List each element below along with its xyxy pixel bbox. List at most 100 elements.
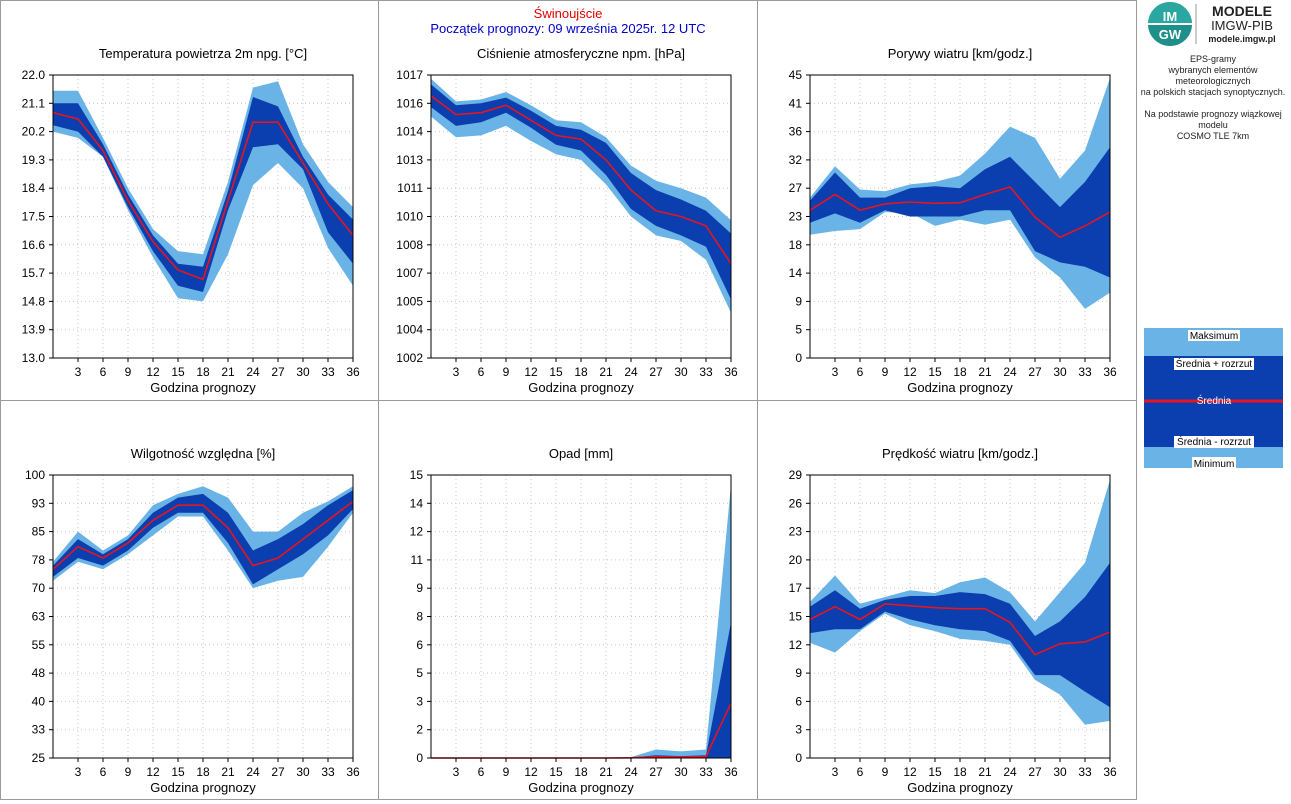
chart-title: Wilgotność względna [%] xyxy=(131,446,276,461)
x-tick-label: 6 xyxy=(857,365,864,379)
y-tick-label: 23 xyxy=(789,210,803,224)
chart-gusts: Porywy wiatru [km/godz.]0591418232732364… xyxy=(789,46,1117,395)
x-tick-label: 21 xyxy=(221,765,235,779)
x-tick-label: 24 xyxy=(624,765,638,779)
logo-line1: MODELE xyxy=(1212,3,1272,19)
x-tick-label: 15 xyxy=(171,365,185,379)
x-tick-label: 36 xyxy=(1103,365,1117,379)
y-tick-label: 78 xyxy=(32,553,46,567)
logo-url[interactable]: modele.imgw.pl xyxy=(1208,34,1275,44)
y-tick-label: 45 xyxy=(789,68,803,82)
y-tick-label: 2 xyxy=(416,723,423,737)
y-tick-label: 14.8 xyxy=(22,294,46,308)
band-spread xyxy=(431,84,731,300)
x-tick-label: 30 xyxy=(296,765,310,779)
y-tick-label: 6 xyxy=(795,694,802,708)
x-tick-label: 36 xyxy=(724,365,738,379)
x-axis-label: Godzina prognozy xyxy=(907,380,1013,395)
x-tick-label: 12 xyxy=(146,765,160,779)
x-tick-label: 9 xyxy=(882,765,889,779)
y-tick-label: 1010 xyxy=(396,210,423,224)
y-tick-label: 32 xyxy=(789,153,803,167)
logo-graphic: IM GW MODELE IMGW-PIB modele.imgw.pl xyxy=(1148,2,1276,46)
x-tick-label: 24 xyxy=(246,765,260,779)
y-tick-label: 1007 xyxy=(396,266,423,280)
legend-max-label: Maksimum xyxy=(1190,331,1238,342)
desc-line2: wybranych elementów meteorologicznych xyxy=(1168,65,1258,86)
y-tick-label: 17.5 xyxy=(22,210,46,224)
chart-title: Ciśnienie atmosferyczne npm. [hPa] xyxy=(477,46,685,61)
x-tick-label: 36 xyxy=(1103,765,1117,779)
x-tick-label: 12 xyxy=(524,765,538,779)
x-tick-label: 24 xyxy=(1003,365,1017,379)
y-tick-label: 1004 xyxy=(396,323,423,337)
x-tick-label: 3 xyxy=(832,365,839,379)
y-tick-label: 0 xyxy=(795,751,802,765)
y-tick-label: 18 xyxy=(789,238,803,252)
legend-min-label: Minimum xyxy=(1194,459,1235,468)
y-tick-label: 15 xyxy=(410,468,424,482)
band-min-max xyxy=(431,484,731,758)
band-spread xyxy=(53,490,353,585)
x-tick-label: 3 xyxy=(453,365,460,379)
y-tick-label: 13.0 xyxy=(22,351,46,365)
y-tick-label: 0 xyxy=(416,751,423,765)
chart-wind: Prędkość wiatru [km/godz.]03691215172023… xyxy=(789,446,1117,795)
y-tick-label: 48 xyxy=(32,666,46,680)
y-tick-label: 1002 xyxy=(396,351,423,365)
x-tick-label: 6 xyxy=(478,365,485,379)
y-tick-label: 11 xyxy=(411,553,424,567)
x-tick-label: 18 xyxy=(953,765,967,779)
chart-title: Porywy wiatru [km/godz.] xyxy=(888,46,1033,61)
x-tick-label: 36 xyxy=(724,765,738,779)
y-tick-label: 5 xyxy=(795,323,802,337)
x-tick-label: 33 xyxy=(699,365,713,379)
y-tick-label: 5 xyxy=(416,666,423,680)
y-tick-label: 3 xyxy=(416,694,423,708)
station-name: Świnoujście xyxy=(533,6,603,21)
x-tick-label: 33 xyxy=(321,765,335,779)
x-tick-label: 15 xyxy=(171,765,185,779)
y-tick-label: 85 xyxy=(32,525,46,539)
x-tick-label: 30 xyxy=(674,365,688,379)
x-tick-label: 27 xyxy=(649,365,663,379)
legend-mean-minus-label: Średnia - rozrzut xyxy=(1177,435,1251,448)
x-tick-label: 33 xyxy=(1078,765,1092,779)
y-tick-label: 20.2 xyxy=(22,125,46,139)
y-tick-label: 9 xyxy=(795,666,802,680)
x-tick-label: 21 xyxy=(221,365,235,379)
y-tick-label: 18.4 xyxy=(22,181,46,195)
y-tick-label: 9 xyxy=(795,294,802,308)
y-tick-label: 1008 xyxy=(396,238,423,252)
desc-line3: na polskich stacjach synoptycznych. xyxy=(1140,87,1286,97)
x-tick-label: 18 xyxy=(196,765,210,779)
y-tick-label: 26 xyxy=(789,496,803,510)
x-tick-label: 15 xyxy=(928,365,942,379)
chart-pressure: Ciśnienie atmosferyczne npm. [hPa] 1002 10… xyxy=(396,46,738,395)
y-tick-label: 19.3 xyxy=(22,153,46,167)
band-spread xyxy=(810,147,1110,278)
x-tick-label: 27 xyxy=(649,765,663,779)
x-tick-label: 18 xyxy=(953,365,967,379)
chart-title: Opad [mm] xyxy=(549,446,613,461)
x-tick-label: 15 xyxy=(549,365,563,379)
imgw-logo: IM GW MODELE IMGW-PIB modele.imgw.pl xyxy=(1140,0,1291,50)
chart-panel-temperature: Temperatura powietrza 2m npg. [°C] 13.0 13… xyxy=(0,0,379,401)
y-tick-label: 27 xyxy=(789,181,803,195)
y-tick-label: 23 xyxy=(789,525,803,539)
y-tick-label: 14 xyxy=(410,496,424,510)
chart-panel-pressure: Ciśnienie atmosferyczne npm. [hPa] 1002 10… xyxy=(378,0,758,401)
y-tick-label: 0 xyxy=(795,351,802,365)
y-tick-label: 14 xyxy=(789,266,803,280)
y-tick-label: 33 xyxy=(32,723,46,737)
series-mean-line xyxy=(809,185,1111,239)
y-tick-label: 1011 xyxy=(397,181,423,195)
svg-text:GW: GW xyxy=(1159,27,1182,42)
x-tick-label: 24 xyxy=(624,365,638,379)
y-tick-label: 36 xyxy=(789,125,803,139)
legend: Maksimum Średnia + rozrzut Średnia Średn… xyxy=(1144,328,1283,470)
y-tick-label: 63 xyxy=(32,610,46,624)
x-tick-label: 6 xyxy=(100,365,107,379)
y-tick-label: 17 xyxy=(789,581,803,595)
legend-mean-plus-label: Średnia + rozrzut xyxy=(1176,357,1253,370)
